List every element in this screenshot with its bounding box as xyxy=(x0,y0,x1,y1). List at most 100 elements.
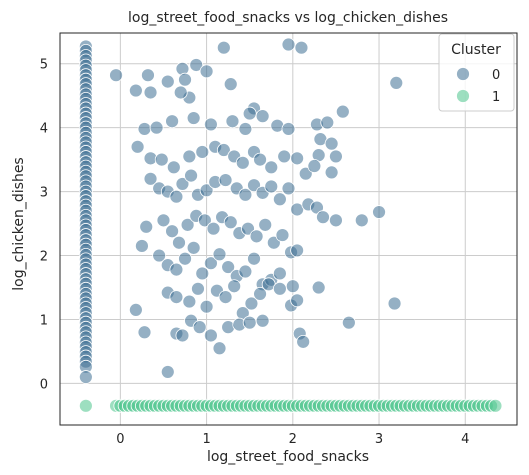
data-point-cluster-0 xyxy=(129,84,142,97)
data-point-cluster-0 xyxy=(256,110,269,123)
data-point-cluster-0 xyxy=(282,182,295,195)
data-point-cluster-0 xyxy=(248,252,261,265)
data-point-cluster-0 xyxy=(200,65,213,78)
data-point-cluster-1 xyxy=(489,399,502,412)
data-point-cluster-0 xyxy=(291,152,304,165)
data-point-cluster-0 xyxy=(129,303,142,316)
legend-marker-0 xyxy=(457,68,470,81)
data-point-cluster-0 xyxy=(110,69,123,82)
data-point-cluster-0 xyxy=(239,122,252,135)
data-point-cluster-0 xyxy=(273,282,286,295)
data-point-cluster-0 xyxy=(321,116,334,129)
x-tick-label: 2 xyxy=(289,432,297,447)
legend-label-1: 1 xyxy=(492,90,500,105)
data-point-cluster-0 xyxy=(213,342,226,355)
y-axis-label: log_chicken_dishes xyxy=(11,157,27,290)
data-point-cluster-0 xyxy=(286,280,299,293)
legend: Cluster 0 1 xyxy=(439,34,514,111)
data-point-cluster-0 xyxy=(141,69,154,82)
data-point-cluster-0 xyxy=(172,236,185,249)
data-point-cluster-0 xyxy=(144,86,157,99)
data-point-cluster-0 xyxy=(308,160,321,173)
data-point-cluster-0 xyxy=(282,122,295,135)
data-point-cluster-0 xyxy=(243,316,256,329)
y-tick-label: 1 xyxy=(40,313,48,328)
data-point-cluster-0 xyxy=(222,321,235,334)
data-point-cluster-0 xyxy=(291,294,304,307)
data-point-cluster-0 xyxy=(131,140,144,153)
data-point-cluster-0 xyxy=(226,115,239,128)
data-point-cluster-0 xyxy=(191,282,204,295)
y-tick-label: 3 xyxy=(40,186,48,201)
legend-label-0: 0 xyxy=(492,68,500,83)
data-point-cluster-0 xyxy=(224,216,237,229)
data-point-cluster-0 xyxy=(273,267,286,280)
data-point-cluster-0 xyxy=(325,166,338,179)
data-point-cluster-0 xyxy=(276,229,289,242)
data-point-cluster-0 xyxy=(196,267,209,280)
data-point-cluster-0 xyxy=(166,115,179,128)
data-point-cluster-0 xyxy=(176,329,189,342)
data-point-cluster-0 xyxy=(174,86,187,99)
y-tick-label: 4 xyxy=(40,122,48,137)
data-point-cluster-0 xyxy=(167,161,180,174)
data-point-cluster-0 xyxy=(390,76,403,89)
data-point-cluster-0 xyxy=(325,137,338,150)
data-point-cluster-0 xyxy=(273,193,286,206)
data-point-cluster-0 xyxy=(183,295,196,308)
data-point-cluster-0 xyxy=(155,153,168,166)
data-point-cluster-0 xyxy=(239,265,252,278)
legend-marker-1 xyxy=(457,90,470,103)
data-point-cluster-0 xyxy=(204,329,217,342)
data-point-cluster-0 xyxy=(135,239,148,252)
data-point-cluster-0 xyxy=(236,156,249,169)
data-point-cluster-0 xyxy=(278,150,291,163)
data-point-cluster-0 xyxy=(170,190,183,203)
y-tick-label: 5 xyxy=(40,58,48,73)
data-point-cluster-0 xyxy=(355,214,368,227)
x-tick-labels: 0 1 2 3 4 xyxy=(116,432,469,447)
data-point-cluster-0 xyxy=(193,321,206,334)
data-point-cluster-0 xyxy=(140,220,153,233)
data-point-cluster-0 xyxy=(170,263,183,276)
data-point-cluster-0 xyxy=(179,252,192,265)
data-point-cluster-0 xyxy=(329,214,342,227)
data-point-cluster-0 xyxy=(207,222,220,235)
data-point-cluster-0 xyxy=(138,326,151,339)
x-tick-label: 0 xyxy=(116,432,124,447)
data-point-cluster-0 xyxy=(217,41,230,54)
x-tick-label: 3 xyxy=(375,432,383,447)
data-point-cluster-0 xyxy=(295,41,308,54)
data-point-cluster-0 xyxy=(312,281,325,294)
data-point-cluster-0 xyxy=(265,161,278,174)
data-point-cluster-0 xyxy=(157,214,170,227)
data-point-cluster-0 xyxy=(204,118,217,131)
data-point-cluster-0 xyxy=(213,248,226,261)
data-point-cluster-0 xyxy=(185,169,198,182)
data-point-cluster-0 xyxy=(150,121,163,134)
data-point-cluster-0 xyxy=(316,211,329,224)
y-tick-label: 0 xyxy=(40,377,48,392)
data-point-cluster-0 xyxy=(166,225,179,238)
data-point-cluster-0 xyxy=(179,73,192,86)
data-point-cluster-0 xyxy=(282,38,295,51)
data-point-cluster-0 xyxy=(342,316,355,329)
data-point-cluster-0 xyxy=(297,335,310,348)
data-point-cluster-1 xyxy=(79,399,92,412)
data-point-cluster-0 xyxy=(138,122,151,135)
data-point-cluster-0 xyxy=(187,241,200,254)
x-tick-label: 4 xyxy=(461,432,469,447)
data-point-cluster-0 xyxy=(259,218,272,231)
data-point-cluster-0 xyxy=(291,244,304,257)
data-point-cluster-0 xyxy=(388,297,401,310)
data-point-cluster-0 xyxy=(336,105,349,118)
data-point-cluster-0 xyxy=(161,75,174,88)
data-point-cluster-0 xyxy=(161,365,174,378)
data-point-cluster-0 xyxy=(79,371,92,384)
data-point-cluster-0 xyxy=(243,107,256,120)
chart-title: log_street_food_snacks vs log_chicken_di… xyxy=(128,10,448,26)
data-point-cluster-0 xyxy=(224,78,237,91)
legend-title: Cluster xyxy=(451,42,501,58)
y-tick-labels: 0 1 2 3 4 5 xyxy=(40,58,48,393)
